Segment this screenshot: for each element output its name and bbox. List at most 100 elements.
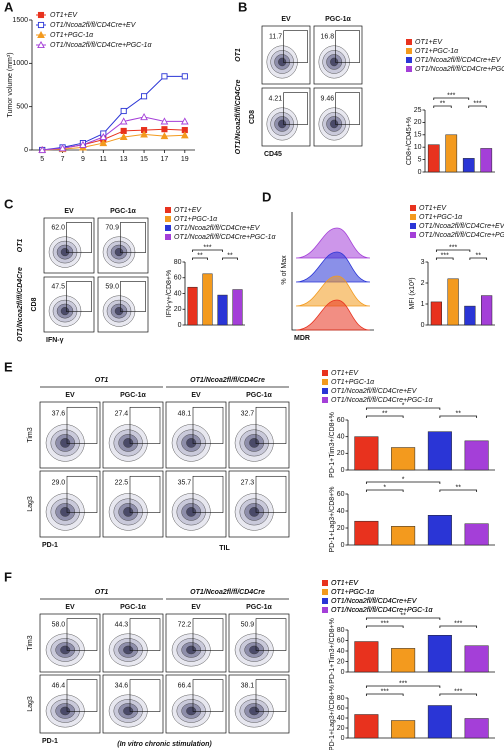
significance-bracket	[365, 489, 404, 492]
legend-swatch	[410, 214, 416, 220]
significance-bracket	[365, 407, 441, 410]
y-tick-label: 0	[418, 169, 422, 176]
legend-label: OT1+EV	[331, 580, 359, 587]
data-point	[160, 132, 169, 140]
y-tick-label: 1500	[12, 17, 28, 24]
significance-bracket	[433, 105, 452, 108]
significance-label: ***	[449, 244, 457, 251]
legend-label: OT1/Ncoa2fl/fl/CD4Cre+EV	[331, 388, 418, 395]
y-tick-label: 20	[337, 658, 345, 665]
legend-label: OT1+EV	[419, 205, 447, 212]
legend-label: OT1/Ncoa2fl/fl/CD4Cre+EV	[331, 598, 418, 605]
y-tick-label: 1	[421, 301, 425, 308]
significance-bracket	[365, 481, 441, 484]
bar	[480, 148, 493, 173]
significance-label: **	[197, 252, 203, 259]
gate	[255, 618, 287, 651]
gate-percentage: 32.7	[241, 411, 255, 418]
significance-bracket	[469, 257, 488, 260]
bar	[464, 523, 489, 546]
legend-label: OT1+PGC-1α	[415, 48, 459, 55]
bar	[464, 440, 489, 471]
y-tick-label: 60	[337, 637, 345, 644]
contour	[60, 307, 70, 316]
x-tick-label: 11	[100, 156, 107, 163]
legend-label: OT1/Ncoa2fl/fl/CD4Cre+PGC-1α	[331, 607, 433, 614]
data-point	[120, 127, 127, 134]
legend-label: OT1+PGC-1α	[331, 589, 375, 596]
legend-swatch	[322, 607, 328, 613]
group-header: OT1/Ncoa2fl/fl/CD4Cre	[190, 589, 265, 596]
group-header: OT1	[95, 589, 109, 596]
legend-label: OT1/Ncoa2fl/fl/CD4Cre+PGC-1α	[174, 234, 276, 241]
y-tick-label: 0	[341, 542, 345, 549]
gate-percentage: 22.5	[115, 480, 129, 487]
y-tick-label: 60	[174, 275, 182, 282]
legend-swatch	[322, 388, 328, 394]
gate	[283, 92, 308, 125]
row-label: OT1/Ncoa2fl/fl/CD4Cre	[235, 80, 242, 155]
significance-label: *	[402, 476, 405, 483]
gate	[66, 222, 92, 253]
data-point	[119, 117, 128, 125]
legend-label: OT1+PGC-1α	[174, 216, 218, 223]
column-label: PGC-1α	[325, 16, 351, 23]
legend-label: OT1/Ncoa2fl/fl/CD4Cre+EV	[174, 225, 261, 232]
gate-percentage: 27.4	[115, 411, 129, 418]
y-tick-label: 20	[337, 450, 345, 457]
x-tick-label: 5	[40, 156, 44, 163]
legend-label: OT1+EV	[50, 12, 78, 19]
legend-label: OT1+PGC-1α	[50, 32, 94, 39]
legend-label: OT1/Ncoa2fl/fl/CD4Cre+PGC-1α	[331, 397, 433, 404]
y-tick-label: 5	[418, 156, 422, 163]
x-tick-label: 15	[140, 156, 148, 163]
contour	[186, 706, 197, 716]
significance-bracket	[439, 415, 478, 418]
y-tick-label: 60	[337, 491, 345, 498]
series-line	[42, 116, 185, 151]
panel-letter: C	[4, 196, 14, 211]
legend-swatch	[322, 370, 328, 376]
y-tick-label: 2	[421, 280, 425, 287]
bar	[202, 273, 213, 326]
gate	[335, 30, 360, 63]
column-label: EV	[281, 16, 291, 23]
data-point	[160, 117, 169, 125]
legend-swatch	[406, 39, 412, 45]
data-point	[181, 73, 188, 80]
significance-label: **	[227, 252, 233, 259]
data-point	[99, 132, 108, 141]
gate-percentage: 37.6	[52, 411, 66, 418]
gate-percentage: 29.0	[52, 480, 66, 487]
contour	[278, 57, 287, 67]
bar	[462, 158, 475, 173]
gate	[120, 281, 146, 312]
contour	[123, 645, 134, 655]
significance-label: ***	[381, 620, 389, 627]
bar	[445, 134, 458, 173]
bar	[391, 526, 416, 546]
panel-caption: (In vitro chronic stimulation)	[117, 741, 212, 748]
legend-swatch	[165, 234, 171, 240]
bar	[427, 144, 440, 173]
data-point	[38, 145, 47, 154]
significance-bracket	[192, 249, 223, 252]
bar	[427, 635, 452, 673]
gate	[192, 406, 224, 444]
significance-label: ***	[441, 252, 449, 259]
bar	[391, 648, 416, 673]
legend-marker	[37, 21, 45, 29]
significance-label: ***	[399, 680, 407, 687]
contour	[60, 248, 70, 257]
histogram-ridge	[295, 299, 371, 331]
y-axis-label: Lag3	[27, 696, 34, 712]
legend-label: OT1+PGC-1α	[331, 379, 375, 386]
legend-label: OT1+EV	[331, 580, 359, 587]
contour	[330, 57, 339, 67]
series-line	[42, 75, 185, 151]
y-tick-label: 25	[414, 107, 422, 114]
x-tick-label: 19	[181, 156, 189, 163]
x-axis-label: IFN-γ	[46, 337, 64, 344]
data-point	[120, 107, 127, 115]
panel-caption: TIL	[219, 545, 230, 552]
